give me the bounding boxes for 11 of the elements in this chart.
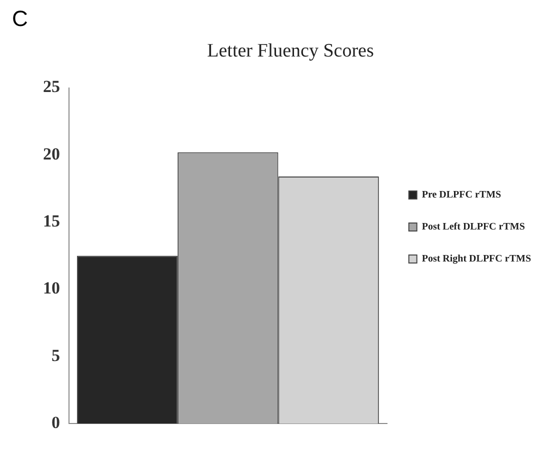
legend-label: Post Left DLPFC rTMS: [422, 222, 526, 233]
legend-label: Pre DLPFC rTMS: [422, 190, 502, 201]
y-tick-label: 10: [43, 278, 60, 298]
y-tick-label: 25: [43, 77, 60, 96]
y-tick-label: 15: [43, 212, 60, 231]
legend-label: Post Right DLPFC rTMS: [422, 254, 532, 265]
y-tick-label: 5: [52, 346, 60, 365]
chart-title: Letter Fluency Scores: [207, 40, 374, 62]
text: C: [12, 6, 28, 32]
y-tick-label: 0: [52, 412, 60, 432]
y-tick-label: 20: [43, 144, 60, 164]
